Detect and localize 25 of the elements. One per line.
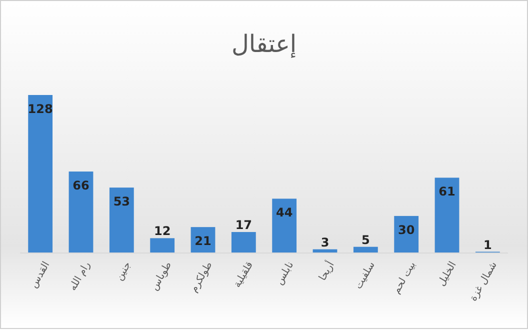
- x-tick-label: رام الله: [68, 260, 93, 293]
- x-tick-label: الخليل: [436, 260, 459, 288]
- x-tick-label: قلقيلية: [232, 260, 256, 290]
- x-tick-label: شمال غزة: [468, 260, 500, 304]
- x-tick-label: القدس: [28, 260, 52, 290]
- data-label: 44: [276, 206, 293, 220]
- data-label: 128: [28, 102, 53, 116]
- x-tick-label: طولكرم: [188, 260, 215, 294]
- data-label: 21: [194, 234, 212, 248]
- data-label: 53: [113, 194, 130, 209]
- data-label: 3: [320, 235, 330, 250]
- data-label: 30: [398, 222, 415, 237]
- x-tick-label: جنين: [114, 260, 134, 283]
- x-tick-label: نابلس: [274, 260, 296, 287]
- data-label: 1: [483, 238, 492, 252]
- data-label: 5: [361, 232, 370, 247]
- data-label: 12: [154, 224, 171, 238]
- data-label: 17: [235, 218, 252, 232]
- data-label: 61: [438, 184, 456, 199]
- x-tick-label: بيت لحم: [391, 260, 418, 296]
- x-tick-label: طوباس: [149, 260, 174, 292]
- x-tick-label: سلفيت: [353, 260, 378, 292]
- x-tick-label: أريحا: [316, 258, 337, 283]
- data-label: 66: [72, 178, 90, 193]
- chart-title: إعتقال: [231, 30, 297, 58]
